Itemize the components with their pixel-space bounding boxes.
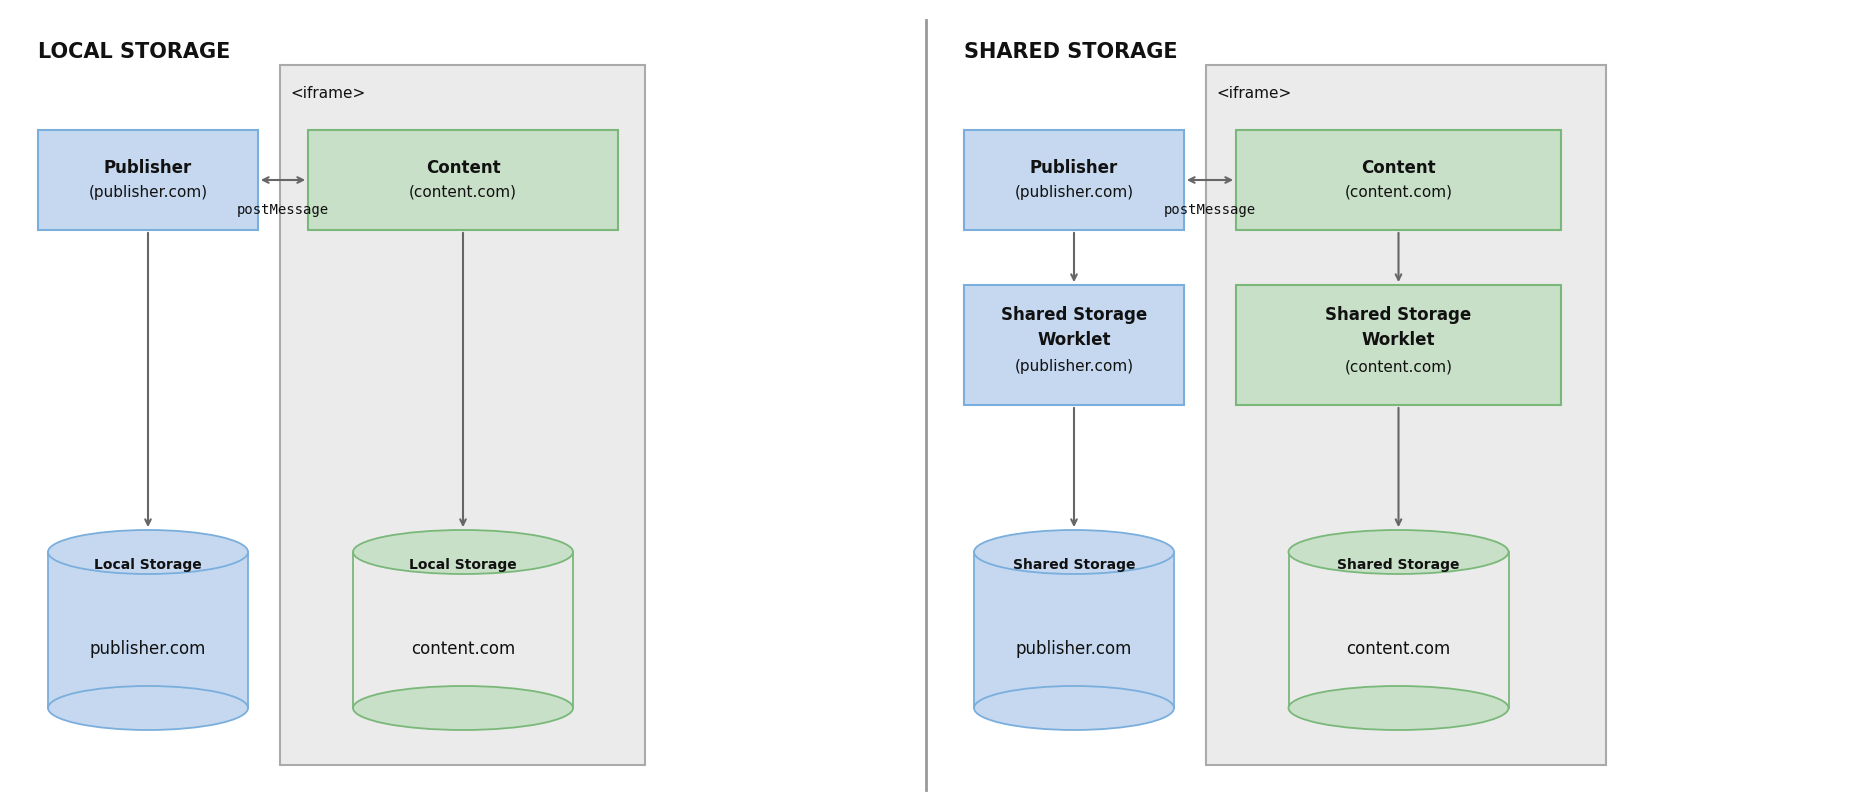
Bar: [280, 65, 644, 765]
Ellipse shape: [48, 686, 248, 730]
Text: Shared Storage: Shared Storage: [1013, 558, 1135, 572]
Text: Publisher: Publisher: [1030, 159, 1119, 177]
Text: <iframe>: <iframe>: [291, 86, 365, 100]
Bar: [39, 130, 257, 230]
Text: (content.com): (content.com): [409, 184, 517, 200]
Text: postMessage: postMessage: [237, 203, 330, 217]
Text: Shared Storage: Shared Storage: [1000, 306, 1146, 324]
Bar: [965, 285, 1183, 405]
Text: LOCAL STORAGE: LOCAL STORAGE: [39, 42, 230, 62]
Text: content.com: content.com: [1346, 640, 1450, 658]
Polygon shape: [974, 552, 1174, 708]
Bar: [1235, 130, 1561, 230]
Polygon shape: [1289, 552, 1509, 708]
Ellipse shape: [974, 530, 1174, 574]
Text: Publisher: Publisher: [104, 159, 193, 177]
Ellipse shape: [48, 530, 248, 574]
Bar: [307, 130, 619, 230]
Text: (publisher.com): (publisher.com): [1015, 184, 1133, 200]
Text: SHARED STORAGE: SHARED STORAGE: [965, 42, 1178, 62]
Bar: [1206, 65, 1606, 765]
Ellipse shape: [1289, 530, 1509, 574]
Text: publisher.com: publisher.com: [89, 640, 206, 658]
Text: content.com: content.com: [411, 640, 515, 658]
Text: Local Storage: Local Storage: [94, 558, 202, 572]
Text: Content: Content: [1361, 159, 1435, 177]
Ellipse shape: [354, 686, 572, 730]
Text: <iframe>: <iframe>: [1217, 86, 1291, 100]
Text: Worklet: Worklet: [1361, 331, 1435, 349]
Text: Content: Content: [426, 159, 500, 177]
Text: (content.com): (content.com): [1345, 360, 1452, 374]
Text: (publisher.com): (publisher.com): [1015, 360, 1133, 374]
Bar: [965, 130, 1183, 230]
Text: (publisher.com): (publisher.com): [89, 184, 207, 200]
Text: (content.com): (content.com): [1345, 184, 1452, 200]
Text: postMessage: postMessage: [1163, 203, 1256, 217]
Text: Local Storage: Local Storage: [409, 558, 517, 572]
Polygon shape: [354, 552, 572, 708]
Text: Shared Storage: Shared Storage: [1326, 306, 1472, 324]
Text: Worklet: Worklet: [1037, 331, 1111, 349]
Bar: [1235, 285, 1561, 405]
Ellipse shape: [1289, 686, 1509, 730]
Text: Shared Storage: Shared Storage: [1337, 558, 1459, 572]
Ellipse shape: [974, 686, 1174, 730]
Polygon shape: [48, 552, 248, 708]
Text: publisher.com: publisher.com: [1015, 640, 1132, 658]
Ellipse shape: [354, 530, 572, 574]
